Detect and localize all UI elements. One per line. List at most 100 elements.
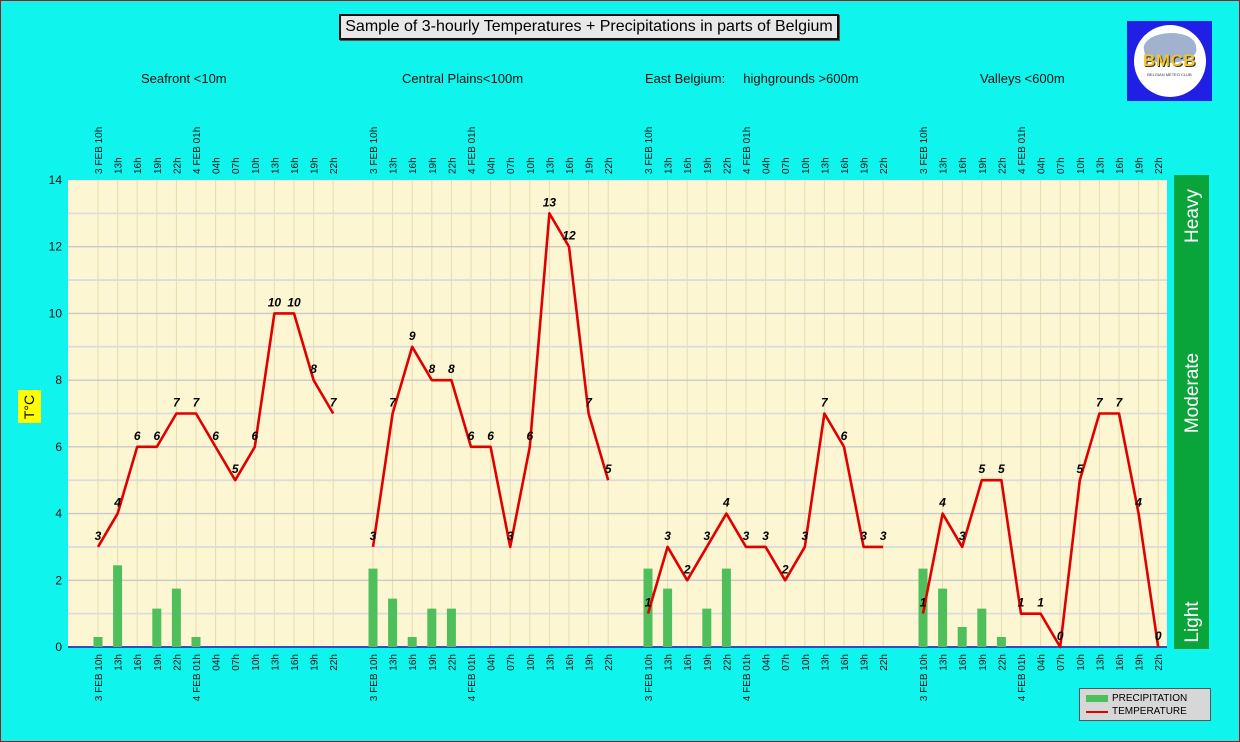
temperature-data-label: 4 <box>113 496 121 510</box>
temperature-data-label: 5 <box>998 462 1005 476</box>
legend-item-precipitation: PRECIPITATION <box>1086 692 1204 705</box>
temperature-data-label: 6 <box>153 429 160 443</box>
x-tick-label-top: 16h <box>1115 157 1126 174</box>
temperature-data-label: 4 <box>722 496 730 510</box>
x-tick-label-bottom: 07h <box>231 654 242 671</box>
x-tick-label-bottom: 22h <box>1154 654 1165 671</box>
x-tick-label-top: 13h <box>114 157 125 174</box>
x-tick-label-bottom: 22h <box>997 654 1008 671</box>
x-tick-label-bottom: 22h <box>447 654 458 671</box>
logo-text: BMCB <box>1143 51 1196 70</box>
temperature-data-label: 0 <box>1155 629 1162 643</box>
precipitation-bar <box>407 636 417 647</box>
temperature-data-label: 7 <box>389 396 397 410</box>
precip-intensity-band <box>1174 175 1209 649</box>
precipitation-bar <box>702 608 712 647</box>
temperature-data-label: 4 <box>1134 496 1142 510</box>
x-tick-label-top: 22h <box>1154 157 1165 174</box>
x-tick-label-top: 04h <box>1037 157 1048 174</box>
y-tick-label: 14 <box>49 173 63 187</box>
temperature-data-label: 7 <box>173 396 181 410</box>
temperature-data-label: 6 <box>251 429 258 443</box>
x-tick-label-bottom: 07h <box>506 654 517 671</box>
x-tick-label-bottom: 19h <box>978 654 989 671</box>
x-tick-label-bottom: 13h <box>114 654 125 671</box>
x-tick-label-bottom: 22h <box>722 654 733 671</box>
temperature-data-label: 1 <box>920 596 927 610</box>
temperature-data-label: 5 <box>978 462 985 476</box>
temperature-data-label: 5 <box>605 462 612 476</box>
y-tick-label: 6 <box>55 440 62 454</box>
x-tick-label-bottom: 19h <box>1135 654 1146 671</box>
x-tick-label-top: 22h <box>329 157 340 174</box>
x-tick-label-top: 3 FEB 10h <box>369 127 380 174</box>
x-tick-label-bottom: 16h <box>133 654 144 671</box>
x-tick-label-bottom: 19h <box>153 654 164 671</box>
temperature-data-label: 13 <box>543 195 557 209</box>
x-tick-label-top: 16h <box>683 157 694 174</box>
region-label-valleys: Valleys <600m <box>980 71 1065 86</box>
x-tick-label-top: 13h <box>1095 157 1106 174</box>
temperature-data-label: 6 <box>134 429 141 443</box>
temperature-data-label: 3 <box>703 529 710 543</box>
x-tick-label-top: 13h <box>939 157 950 174</box>
temperature-data-label: 8 <box>428 362 435 376</box>
legend-label-temperature: TEMPERATURE <box>1112 706 1187 717</box>
region-label-east-belgium: East Belgium: highgrounds >600m <box>645 71 859 86</box>
temperature-data-label: 6 <box>212 429 219 443</box>
x-tick-label-bottom: 13h <box>820 654 831 671</box>
x-tick-label-top: 16h <box>133 157 144 174</box>
temperature-data-label: 1 <box>645 596 652 610</box>
x-tick-label-bottom: 04h <box>762 654 773 671</box>
y-tick-label: 10 <box>49 306 63 320</box>
logo-subtext: BELGIAN METEO CLUB <box>1147 72 1192 77</box>
temperature-data-label: 12 <box>562 229 576 243</box>
x-tick-label-bottom: 16h <box>1115 654 1126 671</box>
temperature-data-label: 3 <box>664 529 671 543</box>
x-tick-label-top: 22h <box>997 157 1008 174</box>
x-tick-label-top: 13h <box>270 157 281 174</box>
x-tick-label-top: 13h <box>820 157 831 174</box>
x-tick-label-top: 16h <box>290 157 301 174</box>
x-tick-label-top: 19h <box>703 157 714 174</box>
x-tick-label-bottom: 3 FEB 10h <box>644 654 655 701</box>
x-tick-label-top: 22h <box>172 157 183 174</box>
x-tick-label-bottom: 16h <box>958 654 969 671</box>
temperature-data-label: 0 <box>1057 629 1064 643</box>
precipitation-bar <box>191 636 201 647</box>
legend-swatch-precipitation <box>1086 695 1108 702</box>
x-tick-label-top: 19h <box>585 157 596 174</box>
x-tick-label-bottom: 10h <box>801 654 812 671</box>
legend-label-precipitation: PRECIPITATION <box>1112 693 1188 704</box>
precipitation-bar <box>152 608 162 647</box>
x-tick-label-top: 19h <box>1135 157 1146 174</box>
precip-band-label-light: Light <box>1182 601 1203 643</box>
y-tick-label: 4 <box>55 507 62 521</box>
x-tick-label-top: 07h <box>781 157 792 174</box>
x-tick-label-bottom: 16h <box>683 654 694 671</box>
temperature-data-label: 3 <box>762 529 769 543</box>
x-tick-label-bottom: 13h <box>1095 654 1106 671</box>
precip-band-label-moderate: Moderate <box>1182 353 1203 433</box>
temperature-data-label: 6 <box>487 429 494 443</box>
temperature-data-label: 6 <box>841 429 848 443</box>
legend-item-temperature: TEMPERATURE <box>1086 705 1204 718</box>
x-tick-label-top: 3 FEB 10h <box>94 127 105 174</box>
legend: PRECIPITATION TEMPERATURE <box>1079 688 1211 721</box>
x-tick-label-top: 19h <box>978 157 989 174</box>
x-tick-label-top: 3 FEB 10h <box>919 127 930 174</box>
temperature-data-label: 3 <box>860 529 867 543</box>
x-tick-label-bottom: 10h <box>251 654 262 671</box>
x-tick-label-top: 22h <box>879 157 890 174</box>
x-tick-label-top: 04h <box>487 157 498 174</box>
temperature-data-label: 5 <box>232 462 239 476</box>
x-tick-label-bottom: 13h <box>545 654 556 671</box>
x-tick-label-top: 4 FEB 01h <box>467 127 478 174</box>
temperature-data-label: 3 <box>370 529 377 543</box>
precipitation-bar <box>171 588 181 647</box>
x-tick-label-bottom: 16h <box>408 654 419 671</box>
x-tick-label-bottom: 19h <box>703 654 714 671</box>
y-tick-label: 8 <box>55 373 62 387</box>
precipitation-bar <box>388 598 398 647</box>
x-tick-label-bottom: 4 FEB 01h <box>467 654 478 701</box>
